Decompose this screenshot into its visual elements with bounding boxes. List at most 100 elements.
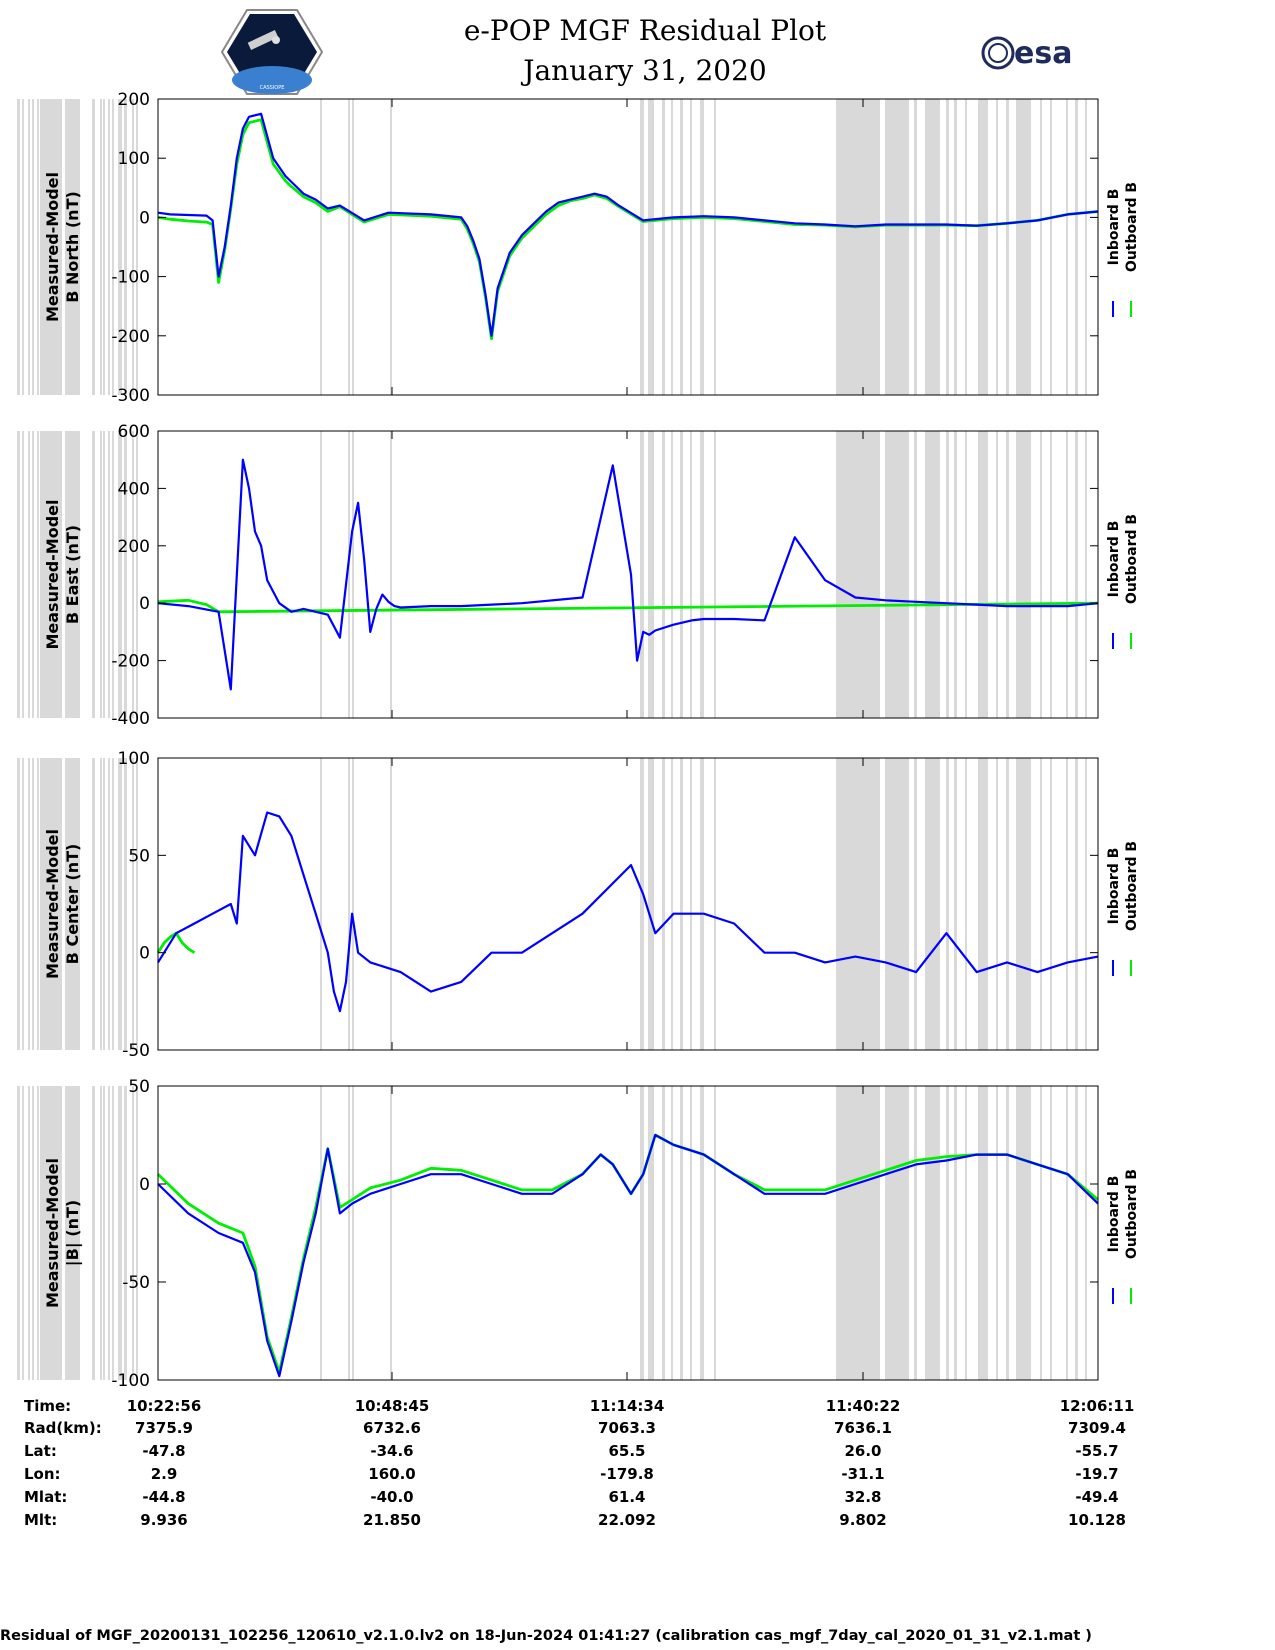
panel-4: 50 0 -50 -100 Measured-Model|B| (nT) Inboard … [17,1077,1140,1391]
orbit-row-label: Rad(km): [24,1419,102,1437]
shade-band [124,758,127,1050]
orbit-cell: 10.128 [1068,1511,1126,1529]
shade-band [954,431,957,718]
shade-band [65,99,80,395]
orbit-cell: 7636.1 [834,1419,892,1437]
y-tick-label: 50 [128,1077,150,1097]
shade-band [22,99,24,395]
orbit-cell: -31.1 [841,1465,884,1483]
shade-band [680,758,683,1050]
shade-band [914,99,917,395]
shade-band [108,758,110,1050]
shade-band [108,431,110,718]
orbit-cell: 9.802 [839,1511,886,1529]
shade-band [352,758,354,1050]
shade-band [1016,99,1031,395]
shade-band [65,1086,80,1380]
shade-band [662,99,665,395]
legend-inboard-label: Inboard B [1106,189,1122,266]
esa-logo-text: esa [1014,36,1072,71]
orbit-cell: 6732.6 [363,1419,421,1437]
panel-2: 600 400 200 0 -200 -400 Measured-ModelB East (… [17,422,1140,729]
orbit-cell: 11:14:34 [590,1397,665,1415]
outboard-series-line [157,598,1099,614]
shade-band [390,1086,392,1380]
legend-inboard-label: Inboard B [1106,1176,1122,1253]
shade-band [390,758,392,1050]
shade-band [100,99,102,395]
y-tick-label: 600 [118,422,150,442]
shade-band [1040,758,1042,1050]
esa-logo: esa [981,36,1072,71]
inboard-series-line [157,458,1099,691]
shade-band [690,431,692,718]
shade-band [671,431,673,718]
orbit-cell: 11:40:22 [826,1397,901,1415]
shade-band [1066,1086,1068,1380]
shade-band [17,99,20,395]
shade-band [640,99,644,395]
orbit-cell: 32.8 [844,1488,881,1506]
legend-outboard-label: Outboard B [1124,1169,1140,1259]
panel-3: 100 50 0 -50 Measured-ModelB Center (nT) Inbo… [17,749,1140,1061]
orbit-cell: -179.8 [600,1465,654,1483]
shade-band [946,1086,949,1380]
shade-band [1066,431,1068,718]
shade-band [37,431,39,718]
y-axis-label: Measured-ModelB North (nT) [43,172,82,322]
shade-band [700,758,704,1050]
panel-1: 200 100 0 -100 -200 -300 Measured-ModelB North… [17,90,1140,406]
footer-caption: Residual of MGF_20200131_102256_120610_v… [0,1628,1092,1644]
shade-band [714,758,716,1050]
shade-band [103,431,105,718]
shade-band [925,99,940,395]
inboard-series-line [157,112,1099,337]
shade-band [103,758,105,1050]
y-axis-label: Measured-Model|B| (nT) [43,1158,83,1308]
shade-band [690,1086,692,1380]
shade-band [112,1086,114,1380]
shade-band [1050,431,1052,718]
y-tick-label: 400 [118,479,150,499]
shade-band [836,431,880,718]
shade-band [1050,99,1052,395]
orbit-cell: 7375.9 [135,1419,193,1437]
shade-band [352,1086,354,1380]
shade-band [40,758,62,1050]
shade-band [662,758,665,1050]
shade-band [100,758,102,1050]
shade-band [1006,1086,1009,1380]
y-tick-label: -100 [111,1371,150,1391]
plot-frame [157,98,1099,396]
orbit-cell: 26.0 [844,1442,881,1460]
chart-title-line2: January 31, 2020 [520,54,766,87]
orbit-cell: -40.0 [370,1488,413,1506]
shade-band [124,431,127,718]
orbit-cell: 10:22:56 [127,1397,202,1415]
shade-band [680,431,683,718]
shade-band [65,431,80,718]
orbit-cell: 2.9 [151,1465,178,1483]
shade-band [32,431,34,718]
y-axis-label: Measured-ModelB Center (nT) [43,829,82,979]
shade-band [118,99,122,395]
y-tick-label: -50 [122,1273,150,1293]
shade-band [978,99,988,395]
shade-band [885,1086,909,1380]
shade-band [124,1086,127,1380]
shade-band [92,1086,95,1380]
shade-band [28,758,30,1050]
orbit-cell: -55.7 [1075,1442,1118,1460]
shade-band [65,758,80,1050]
shade-band [28,431,30,718]
shade-band [136,431,138,718]
shade-band [996,99,998,395]
shade-band [925,758,940,1050]
shade-band [996,758,998,1050]
y-axis-label: Measured-ModelB East (nT) [43,499,82,649]
shade-band [1075,431,1078,718]
y-tick-label: 200 [118,90,150,110]
orbit-cell: 9.936 [140,1511,187,1529]
shade-band [680,1086,683,1380]
y-tick-label: -100 [111,268,150,288]
